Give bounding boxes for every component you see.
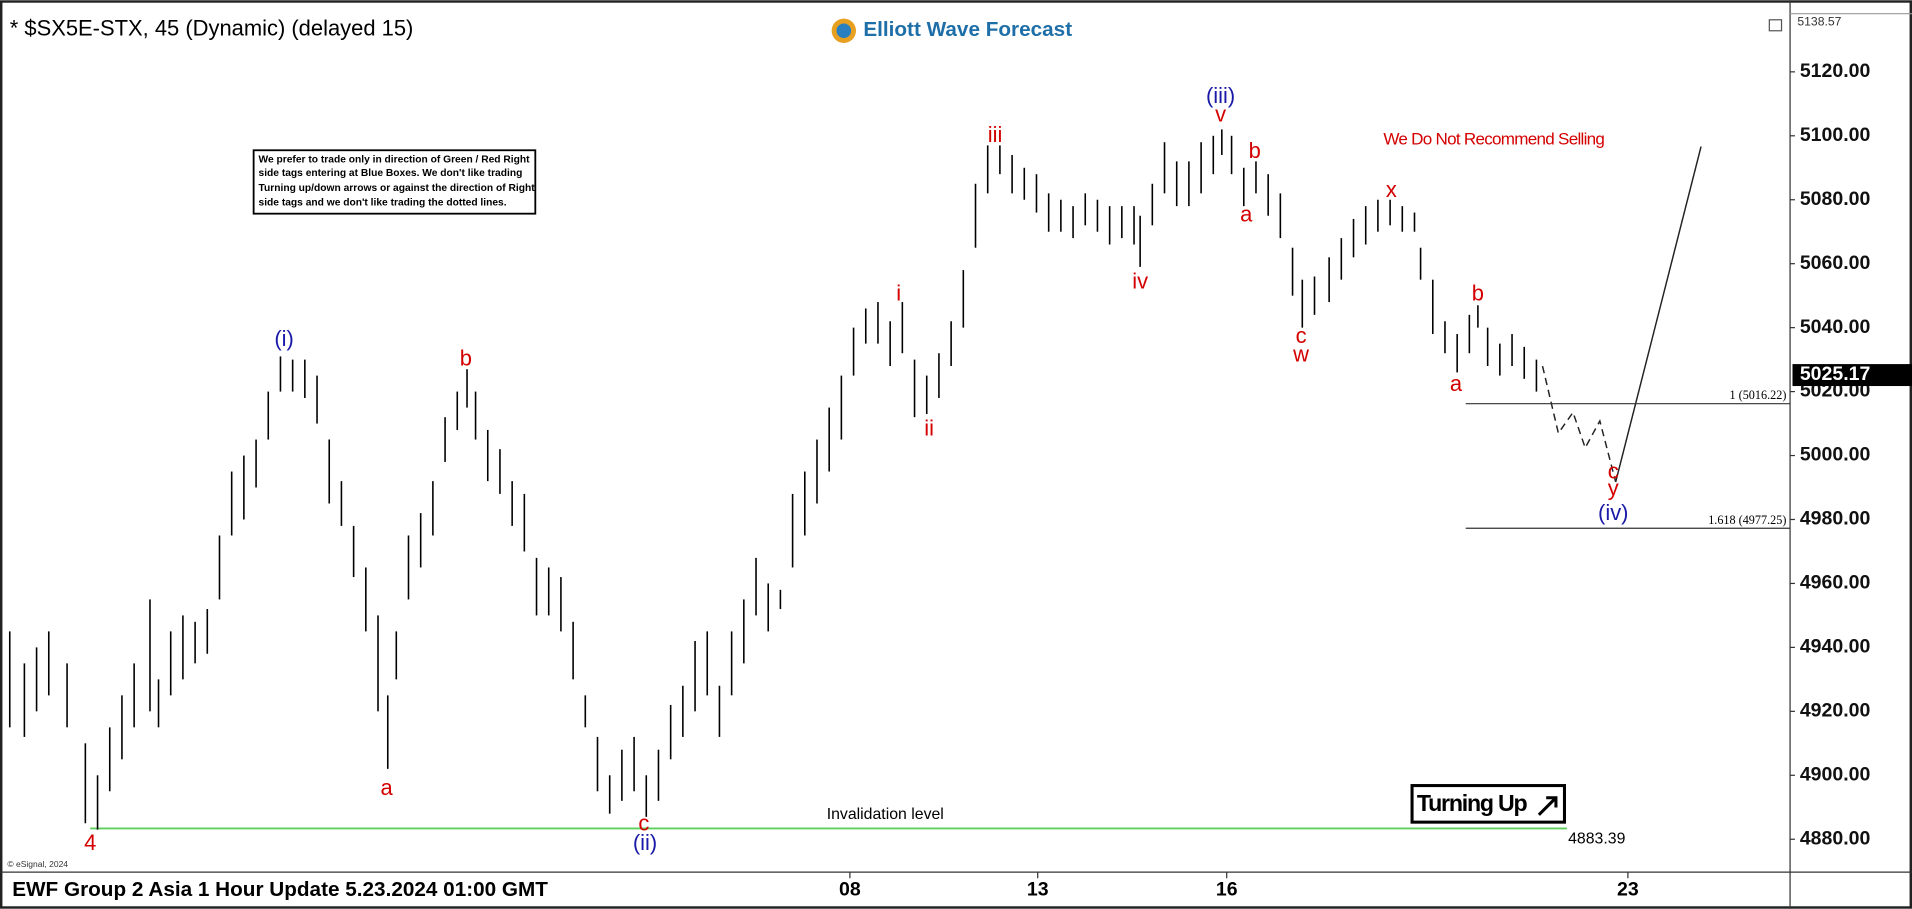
y-tick-label: 4940.00 [1800, 636, 1871, 658]
wave-label: b [460, 345, 472, 370]
wave-label: w [1292, 342, 1309, 367]
y-tick-label: 4900.00 [1800, 763, 1871, 785]
x-tick-label: 16 [1216, 879, 1238, 901]
wave-label: c [638, 810, 649, 835]
fib-label: 1 (5016.22) [1730, 388, 1787, 402]
wave-label: y [1608, 476, 1619, 501]
note-line: side tags and we don't like trading the … [259, 197, 507, 208]
x-tick-label: 13 [1027, 879, 1049, 901]
wave-label: (iv) [1598, 500, 1628, 525]
badge-frame [1410, 784, 1566, 824]
x-tick-label: 23 [1617, 879, 1639, 901]
badge-arrow [1537, 796, 1558, 816]
wave-label: a [1450, 371, 1463, 396]
wave-label: (iii) [1206, 83, 1235, 108]
projection [1541, 146, 1702, 483]
note-box: We prefer to trade only in direction of … [252, 149, 537, 215]
wave-label: (i) [274, 326, 294, 351]
fib-label: 1.618 (4977.25) [1708, 513, 1786, 527]
y-tick-label: 4980.00 [1800, 508, 1871, 530]
last-price-label: 5025.17 [1800, 363, 1871, 385]
y-tick-label: 4880.00 [1800, 827, 1871, 849]
window-icon [1768, 19, 1783, 32]
wave-label: iv [1132, 269, 1148, 294]
wave-label: We Do Not Recommend Selling [1383, 129, 1604, 148]
wave-label: c [1608, 458, 1619, 483]
wave-label: v [1215, 101, 1226, 126]
y-tick-label: 5100.00 [1800, 124, 1871, 146]
wave-label: a [380, 775, 393, 800]
note-line: We prefer to trade only in direction of … [259, 155, 531, 166]
wave-label: (ii) [633, 830, 657, 855]
note-line: side tags entering at Blue Boxes. We don… [259, 168, 523, 179]
wave-label: c [1296, 323, 1307, 348]
projection-dashed [1541, 365, 1617, 483]
note-frame [252, 149, 537, 215]
x-tick-label: 08 [839, 879, 861, 901]
y-axis-top-label: 5138.57 [1797, 14, 1841, 28]
wave-label: ii [924, 416, 934, 441]
y-tick-label: 5000.00 [1800, 444, 1871, 466]
last-price-tag [1792, 364, 1912, 387]
invalidation-text: Invalidation level [827, 806, 944, 823]
y-tick-label: 4960.00 [1800, 572, 1871, 594]
invalidation-value: 4883.39 [1568, 831, 1625, 848]
wave-label: b [1472, 281, 1484, 306]
y-tick-label: 5060.00 [1800, 252, 1871, 274]
wave-label: x [1386, 177, 1397, 202]
wave-label: b [1249, 138, 1261, 163]
wave-label: 4 [84, 830, 96, 855]
wave-label: i [896, 281, 901, 306]
y-tick-label: 4920.00 [1800, 699, 1871, 721]
projection-line [1614, 146, 1702, 483]
logo-icon-inner [836, 23, 852, 39]
badge-text: Turning Up [1417, 790, 1528, 816]
wave-label: iii [988, 122, 1003, 147]
wave-label: a [1240, 202, 1253, 227]
chart-title: * $SX5E-STX, 45 (Dynamic) (delayed 15) [10, 15, 414, 40]
y-tick-label: 5120.00 [1800, 60, 1871, 82]
logo: Elliott Wave Forecast [831, 18, 1072, 43]
y-tick-label: 5040.00 [1800, 316, 1871, 338]
turning-up-badge: Turning Up [1410, 784, 1566, 824]
logo-text: Elliott Wave Forecast [863, 18, 1072, 41]
copyright: © eSignal, 2024 [7, 859, 68, 869]
footer: EWF Group 2 Asia 1 Hour Update 5.23.2024… [12, 878, 548, 901]
y-tick-label: 5080.00 [1800, 188, 1871, 210]
note-line: Turning up/down arrows or against the di… [259, 183, 536, 194]
